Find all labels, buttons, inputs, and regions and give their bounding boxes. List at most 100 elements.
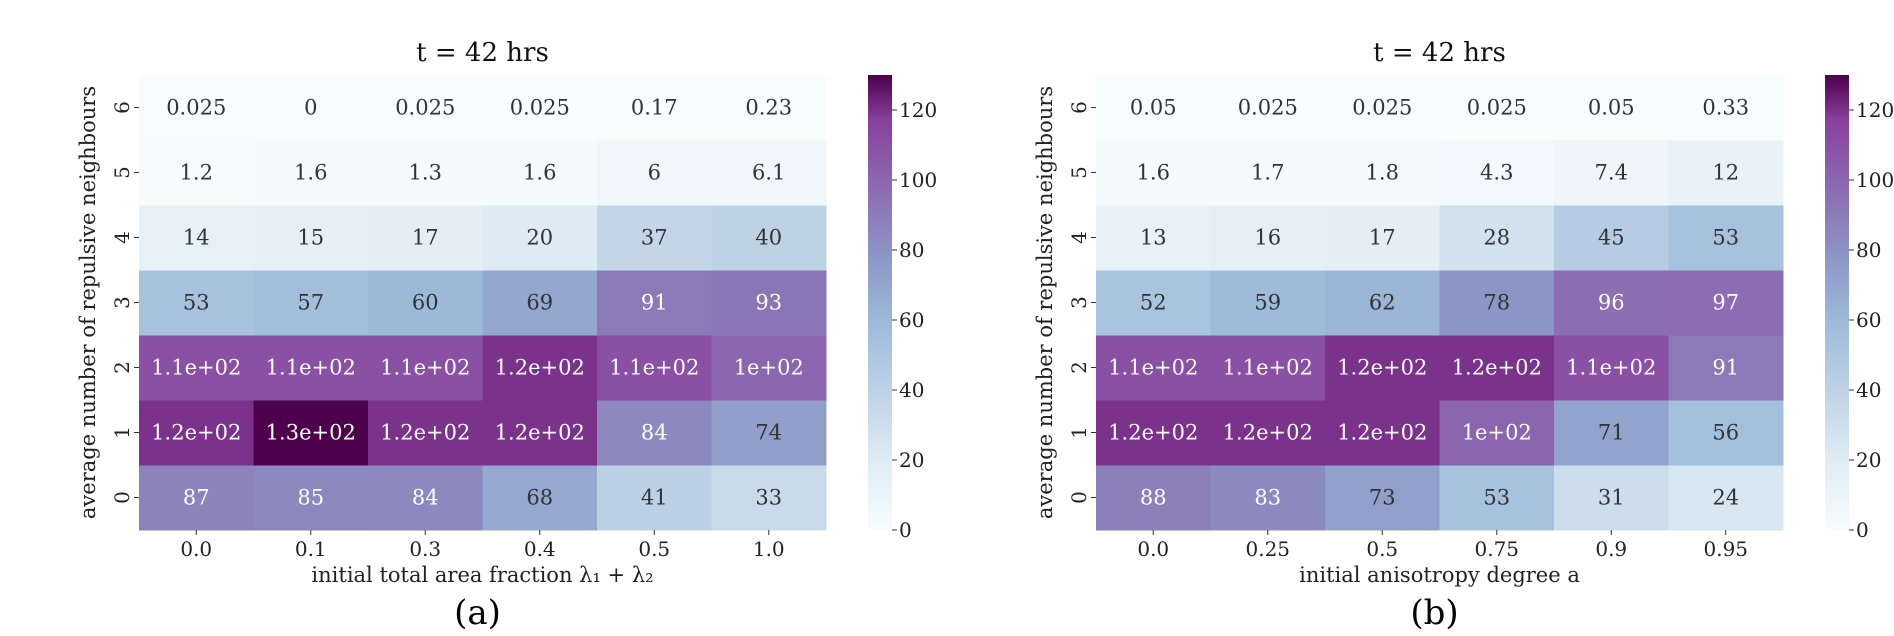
- cell-value-label: 7.4: [1595, 161, 1628, 185]
- x-tick-label: 0.4: [524, 537, 556, 561]
- cell-value-label: 52: [1140, 291, 1167, 315]
- colorbar: [868, 75, 892, 530]
- heatmap-cell: [482, 335, 598, 401]
- heatmap-cell: [1210, 400, 1326, 466]
- heatmap-cell: [368, 140, 483, 206]
- panel-label: (a): [454, 593, 501, 633]
- y-tick-label: 3: [110, 296, 134, 309]
- cell-value-label: 1.6: [1137, 161, 1170, 185]
- heatmap-cell: [711, 270, 827, 336]
- colorbar-tick-label: 0: [1856, 518, 1869, 542]
- cell-value-label: 91: [641, 291, 668, 315]
- y-tick-label: 4: [110, 231, 134, 244]
- cell-value-label: 17: [412, 226, 439, 250]
- cell-value-label: 1.1e+02: [1108, 356, 1198, 380]
- heatmap-cell: [1096, 400, 1211, 466]
- heatmap-cell: [1668, 335, 1784, 401]
- cell-value-label: 1.2e+02: [1223, 421, 1313, 445]
- heatmap-cell: [482, 400, 598, 466]
- heatmap-cell: [253, 140, 369, 206]
- x-tick-label: 0.75: [1474, 537, 1519, 561]
- colorbar-tick-label: 100: [899, 168, 937, 192]
- heatmap-cell: [139, 465, 254, 531]
- heatmap-cell: [253, 335, 369, 401]
- cell-value-label: 1.1e+02: [380, 356, 470, 380]
- cell-value-label: 1e+02: [734, 356, 804, 380]
- heatmap-cell: [1096, 140, 1211, 206]
- heatmap-cell: [1325, 205, 1440, 271]
- cell-value-label: 4.3: [1480, 161, 1513, 185]
- heatmap-cell: [1210, 465, 1326, 531]
- cell-value-label: 6.1: [752, 161, 785, 185]
- cell-value-label: 1.1e+02: [266, 356, 356, 380]
- cell-value-label: 56: [1712, 421, 1739, 445]
- heatmap-cell: [253, 270, 369, 336]
- heatmap-cell: [1325, 335, 1440, 401]
- y-tick-label: 6: [110, 101, 134, 114]
- y-tick-label: 5: [1067, 166, 1091, 179]
- heatmap-cell: [1668, 400, 1784, 466]
- cell-value-label: 88: [1140, 486, 1167, 510]
- cell-value-label: 15: [297, 226, 324, 250]
- heatmap-cell: [1668, 465, 1784, 531]
- chart-title: t = 42 hrs: [416, 38, 549, 68]
- cell-value-label: 0.025: [510, 96, 570, 120]
- cell-value-label: 53: [1712, 226, 1739, 250]
- cell-value-label: 78: [1483, 291, 1510, 315]
- x-tick-label: 1.0: [753, 537, 785, 561]
- cell-value-label: 0.05: [1588, 96, 1635, 120]
- heatmap-cell: [1439, 140, 1555, 206]
- heatmap-cell: [368, 335, 483, 401]
- cell-value-label: 24: [1712, 486, 1739, 510]
- cell-value-label: 1.2e+02: [1108, 421, 1198, 445]
- chart-title: t = 42 hrs: [1373, 38, 1506, 68]
- x-axis-label: initial total area fraction λ₁ + λ₂: [311, 563, 653, 587]
- heatmap-cell: [597, 400, 712, 466]
- cell-value-label: 84: [641, 421, 668, 445]
- cell-value-label: 1.2e+02: [380, 421, 470, 445]
- x-tick-label: 0.1: [295, 537, 327, 561]
- y-tick-label: 2: [110, 361, 134, 374]
- colorbar-tick-label: 80: [899, 238, 924, 262]
- cell-value-label: 20: [526, 226, 553, 250]
- heatmap-cell: [139, 335, 254, 401]
- cell-value-label: 0.33: [1702, 96, 1749, 120]
- heatmap-cell: [711, 335, 827, 401]
- cell-value-label: 0.23: [745, 96, 792, 120]
- cell-value-label: 97: [1712, 291, 1739, 315]
- x-tick-label: 0.5: [638, 537, 670, 561]
- heatmap-cell: [482, 465, 598, 531]
- x-axis-label: initial anisotropy degree a: [1299, 563, 1580, 587]
- cell-value-label: 14: [183, 226, 210, 250]
- heatmap-cell: [1668, 140, 1784, 206]
- y-tick-label: 4: [1067, 231, 1091, 244]
- cell-value-label: 1.3: [409, 161, 442, 185]
- cell-value-label: 57: [297, 291, 324, 315]
- cell-value-label: 84: [412, 486, 439, 510]
- y-axis-label: average number of repulsive neighbours: [1033, 86, 1057, 519]
- heatmap-cell: [1325, 465, 1440, 531]
- cell-value-label: 0.025: [166, 96, 226, 120]
- heatmap-cell: [1554, 465, 1669, 531]
- colorbar-tick-label: 0: [899, 518, 912, 542]
- heatmap-cell: [139, 75, 254, 141]
- heatmap-cell: [1096, 270, 1211, 336]
- heatmap-cell: [1439, 205, 1555, 271]
- heatmap-cell: [1325, 270, 1440, 336]
- cell-value-label: 0.025: [395, 96, 455, 120]
- heatmap-cell: [368, 205, 483, 271]
- cell-value-label: 1.2e+02: [1337, 356, 1427, 380]
- heatmap-cell: [1096, 335, 1211, 401]
- colorbar-tick-label: 20: [899, 448, 924, 472]
- cell-value-label: 28: [1483, 226, 1510, 250]
- y-tick-label: 1: [1067, 426, 1091, 439]
- heatmap-cell: [711, 75, 827, 141]
- cell-value-label: 13: [1140, 226, 1167, 250]
- heatmap-cell: [1096, 75, 1211, 141]
- heatmap-cell: [1668, 205, 1784, 271]
- y-tick-label: 2: [1067, 361, 1091, 374]
- heatmap-cell: [253, 75, 369, 141]
- heatmap-cell: [139, 270, 254, 336]
